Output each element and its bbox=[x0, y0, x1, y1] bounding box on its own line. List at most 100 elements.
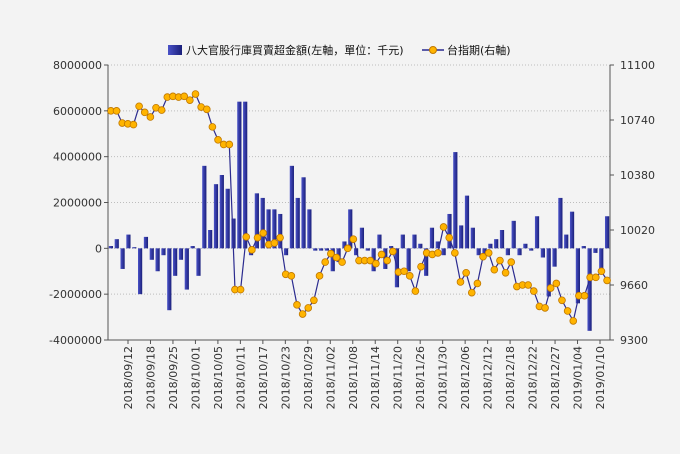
bar bbox=[108, 246, 114, 249]
bar bbox=[389, 246, 394, 249]
bar bbox=[599, 248, 604, 269]
left-tick-label: 2000000 bbox=[53, 197, 102, 210]
bar bbox=[196, 248, 201, 276]
gridlines bbox=[108, 64, 610, 341]
line-point bbox=[321, 258, 329, 266]
bar bbox=[313, 248, 318, 251]
bar bbox=[494, 239, 499, 249]
left-tick-label: 4000000 bbox=[53, 151, 102, 164]
bar bbox=[540, 248, 545, 258]
bar bbox=[587, 248, 592, 331]
line-point bbox=[293, 301, 301, 309]
bar bbox=[476, 248, 481, 256]
bar bbox=[254, 193, 259, 249]
line-point bbox=[445, 233, 454, 242]
bar bbox=[424, 248, 429, 276]
bar bbox=[564, 234, 569, 249]
left-tick-label: 6000000 bbox=[53, 105, 102, 118]
bar bbox=[581, 246, 586, 249]
x-tick-label: 2018/12/22 bbox=[527, 346, 540, 409]
bar bbox=[324, 248, 329, 251]
bar bbox=[202, 165, 207, 249]
bar bbox=[120, 248, 125, 269]
bar bbox=[178, 248, 184, 260]
line-point bbox=[327, 249, 335, 258]
left-axis-ticks: -4000000 -2000000 0 2000000 4000000 6000000 80… bbox=[49, 59, 108, 347]
line-series bbox=[107, 90, 611, 325]
bar bbox=[301, 177, 306, 249]
line-point bbox=[451, 249, 459, 257]
bar bbox=[499, 230, 505, 249]
bar bbox=[126, 234, 131, 249]
line-point bbox=[383, 256, 391, 265]
bar bbox=[488, 243, 493, 249]
line-point bbox=[343, 244, 352, 253]
legend-bar-swatch bbox=[168, 45, 182, 55]
bar bbox=[278, 213, 283, 249]
line-point bbox=[180, 92, 189, 101]
line-point bbox=[479, 252, 487, 261]
bar bbox=[143, 236, 149, 249]
bar bbox=[149, 248, 154, 260]
x-tick-label: 2018/10/11 bbox=[234, 346, 247, 409]
line-point bbox=[259, 229, 267, 237]
legend-line-label: 台指期(右軸) bbox=[447, 43, 511, 57]
bar bbox=[505, 248, 510, 256]
bar bbox=[435, 241, 440, 249]
bar bbox=[237, 101, 242, 249]
line-point bbox=[597, 267, 606, 276]
left-tick-label: 0 bbox=[95, 242, 102, 255]
bar bbox=[138, 248, 143, 295]
bar bbox=[225, 188, 230, 249]
line-point bbox=[276, 233, 284, 242]
bar bbox=[464, 195, 470, 249]
bar bbox=[534, 216, 540, 249]
line-point bbox=[473, 279, 482, 288]
bar bbox=[412, 234, 417, 249]
bar bbox=[523, 243, 528, 249]
line-point bbox=[287, 272, 296, 280]
bar bbox=[330, 248, 335, 272]
x-tick-label: 2018/12/06 bbox=[459, 346, 472, 409]
bar bbox=[348, 209, 353, 249]
bar bbox=[365, 248, 370, 251]
line-point bbox=[592, 273, 600, 282]
legend-line-marker bbox=[429, 46, 437, 54]
line-point bbox=[389, 247, 397, 256]
line-point bbox=[270, 239, 279, 247]
bar bbox=[546, 248, 551, 297]
right-tick-label: 11100 bbox=[620, 59, 655, 72]
line-point bbox=[304, 304, 313, 312]
x-tick-label: 2018/11/26 bbox=[414, 346, 427, 409]
line-point bbox=[186, 96, 194, 104]
bar bbox=[342, 241, 347, 249]
line-point bbox=[434, 249, 442, 257]
x-tick-label: 2018/10/01 bbox=[189, 346, 202, 409]
x-tick-label: 2018/11/20 bbox=[392, 346, 405, 409]
bar bbox=[359, 227, 365, 249]
line-point bbox=[377, 250, 386, 259]
bar-series bbox=[108, 101, 610, 331]
line-point bbox=[298, 310, 307, 318]
bar bbox=[213, 184, 219, 249]
bar bbox=[208, 230, 213, 249]
bar bbox=[604, 216, 610, 249]
right-tick-label: 9300 bbox=[620, 334, 648, 347]
x-tick-label: 2019/01/04 bbox=[572, 346, 585, 409]
line-point bbox=[496, 256, 504, 265]
bar bbox=[132, 247, 137, 249]
line-point bbox=[484, 249, 493, 257]
x-tick-label: 2018/11/30 bbox=[437, 346, 450, 409]
line-point bbox=[400, 267, 408, 276]
bar bbox=[243, 101, 248, 249]
x-axis-ticks: 2018/09/12 2018/09/18 2018/09/25 2018/10/01… bbox=[122, 340, 607, 409]
x-tick-label: 2018/10/23 bbox=[279, 346, 292, 409]
bar bbox=[260, 197, 265, 249]
bar bbox=[569, 211, 575, 249]
bar bbox=[231, 218, 236, 249]
line-point bbox=[569, 317, 578, 325]
line-point bbox=[349, 235, 358, 243]
line-point bbox=[580, 291, 589, 300]
line-point bbox=[490, 265, 499, 274]
